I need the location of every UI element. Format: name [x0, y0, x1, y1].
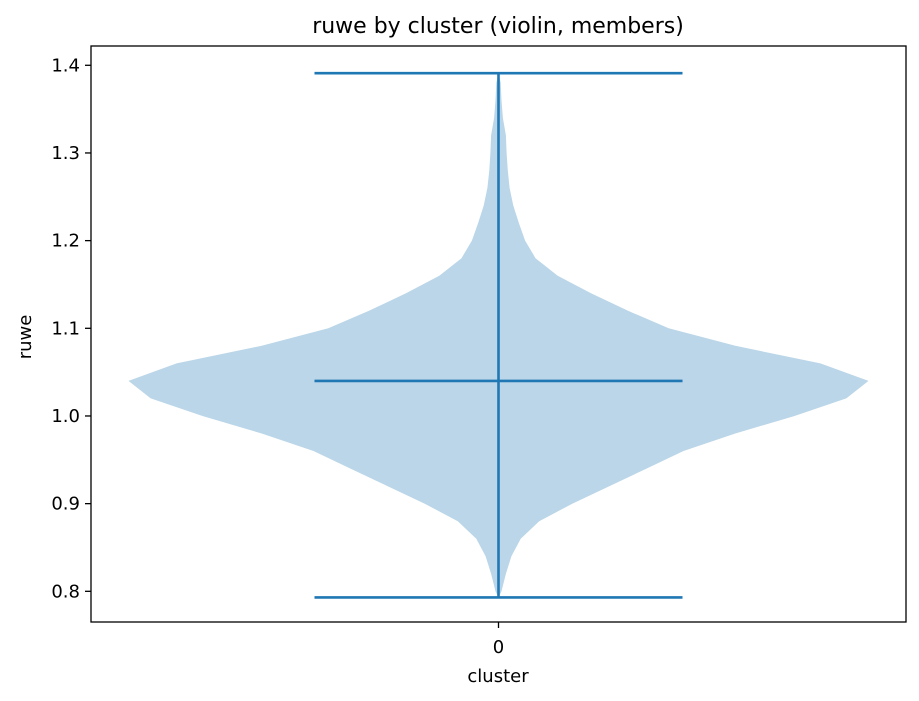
y-tick-label: 0.8	[51, 581, 80, 602]
x-axis: 0	[493, 622, 504, 658]
x-axis-label: cluster	[467, 666, 529, 687]
stat-lines-layer	[314, 71, 683, 599]
y-axis: 0.8 0.9 1.0 1.1 1.2 1.3 1.4	[51, 55, 91, 602]
x-tick-label: 0	[493, 637, 504, 658]
y-tick-label: 1.4	[51, 55, 80, 76]
y-tick-label: 1.1	[51, 318, 80, 339]
y-tick-label: 1.2	[51, 231, 80, 252]
chart-title: ruwe by cluster (violin, members)	[312, 14, 684, 39]
y-tick-label: 0.9	[51, 494, 80, 515]
y-tick-label: 1.0	[51, 406, 80, 427]
y-axis-label: ruwe	[15, 315, 36, 360]
y-tick-label: 1.3	[51, 143, 80, 164]
